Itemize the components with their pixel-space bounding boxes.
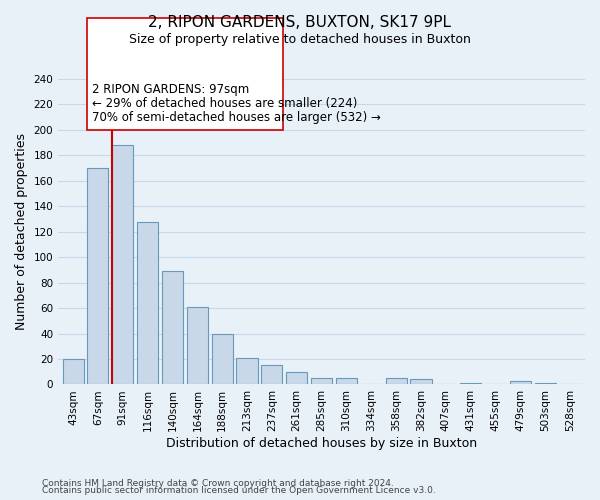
Bar [535, 383, 556, 384]
Bar [460, 383, 481, 384]
Text: Contains HM Land Registry data © Crown copyright and database right 2024.: Contains HM Land Registry data © Crown c… [42, 478, 394, 488]
Bar [286, 372, 307, 384]
Text: 2, RIPON GARDENS, BUXTON, SK17 9PL: 2, RIPON GARDENS, BUXTON, SK17 9PL [149, 15, 452, 30]
X-axis label: Distribution of detached houses by size in Buxton: Distribution of detached houses by size … [166, 437, 477, 450]
Bar [410, 380, 431, 384]
Text: Contains public sector information licensed under the Open Government Licence v3: Contains public sector information licen… [42, 486, 436, 495]
Text: 2 RIPON GARDENS: 97sqm: 2 RIPON GARDENS: 97sqm [92, 82, 249, 96]
Y-axis label: Number of detached properties: Number of detached properties [15, 133, 28, 330]
Bar [311, 378, 332, 384]
Bar [386, 378, 407, 384]
Text: 70% of semi-detached houses are larger (532) →: 70% of semi-detached houses are larger (… [92, 110, 380, 124]
Bar [187, 307, 208, 384]
Text: ← 29% of detached houses are smaller (224): ← 29% of detached houses are smaller (22… [92, 96, 357, 110]
Bar [262, 366, 283, 384]
Bar [336, 378, 357, 384]
FancyBboxPatch shape [87, 18, 283, 130]
Bar [510, 380, 531, 384]
Bar [88, 168, 109, 384]
Bar [162, 271, 183, 384]
Bar [112, 145, 133, 384]
Text: Size of property relative to detached houses in Buxton: Size of property relative to detached ho… [129, 32, 471, 46]
Bar [62, 359, 83, 384]
Bar [236, 358, 257, 384]
Bar [137, 222, 158, 384]
Bar [212, 334, 233, 384]
